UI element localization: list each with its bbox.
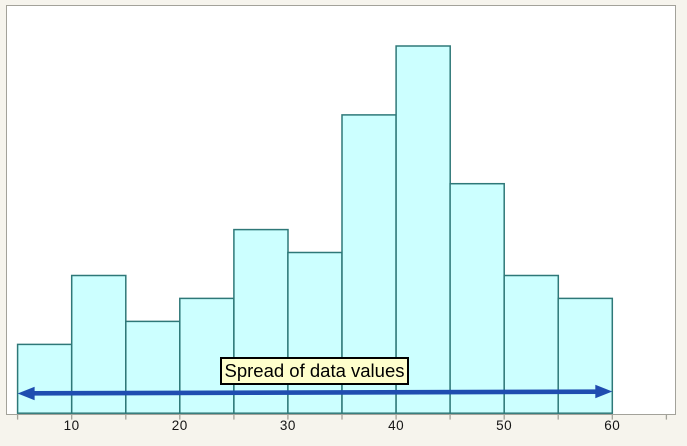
histogram-bar bbox=[395, 45, 451, 414]
x-tick-label: 40 bbox=[388, 418, 405, 433]
spread-arrow-shaft bbox=[30, 389, 600, 396]
spread-arrow-right-head-icon bbox=[595, 384, 613, 399]
histogram-bar bbox=[179, 297, 235, 414]
x-tick-label: 50 bbox=[496, 418, 513, 433]
x-tick-label: 30 bbox=[279, 418, 296, 433]
annotation-label: Spread of data values bbox=[224, 360, 405, 381]
spread-arrow-left-head-icon bbox=[17, 386, 35, 401]
x-tick-label: 60 bbox=[604, 418, 621, 433]
histogram-bar bbox=[16, 343, 73, 414]
annotation-box: Spread of data values bbox=[220, 357, 409, 385]
x-tick-label: 20 bbox=[171, 418, 188, 433]
histogram-bar bbox=[125, 320, 181, 414]
x-tick-label: 10 bbox=[63, 418, 80, 433]
histogram-bar bbox=[233, 228, 289, 414]
histogram-bar bbox=[287, 251, 343, 414]
histogram-bar bbox=[70, 274, 127, 414]
histogram-bar bbox=[557, 297, 614, 414]
histogram-bar bbox=[449, 182, 505, 414]
